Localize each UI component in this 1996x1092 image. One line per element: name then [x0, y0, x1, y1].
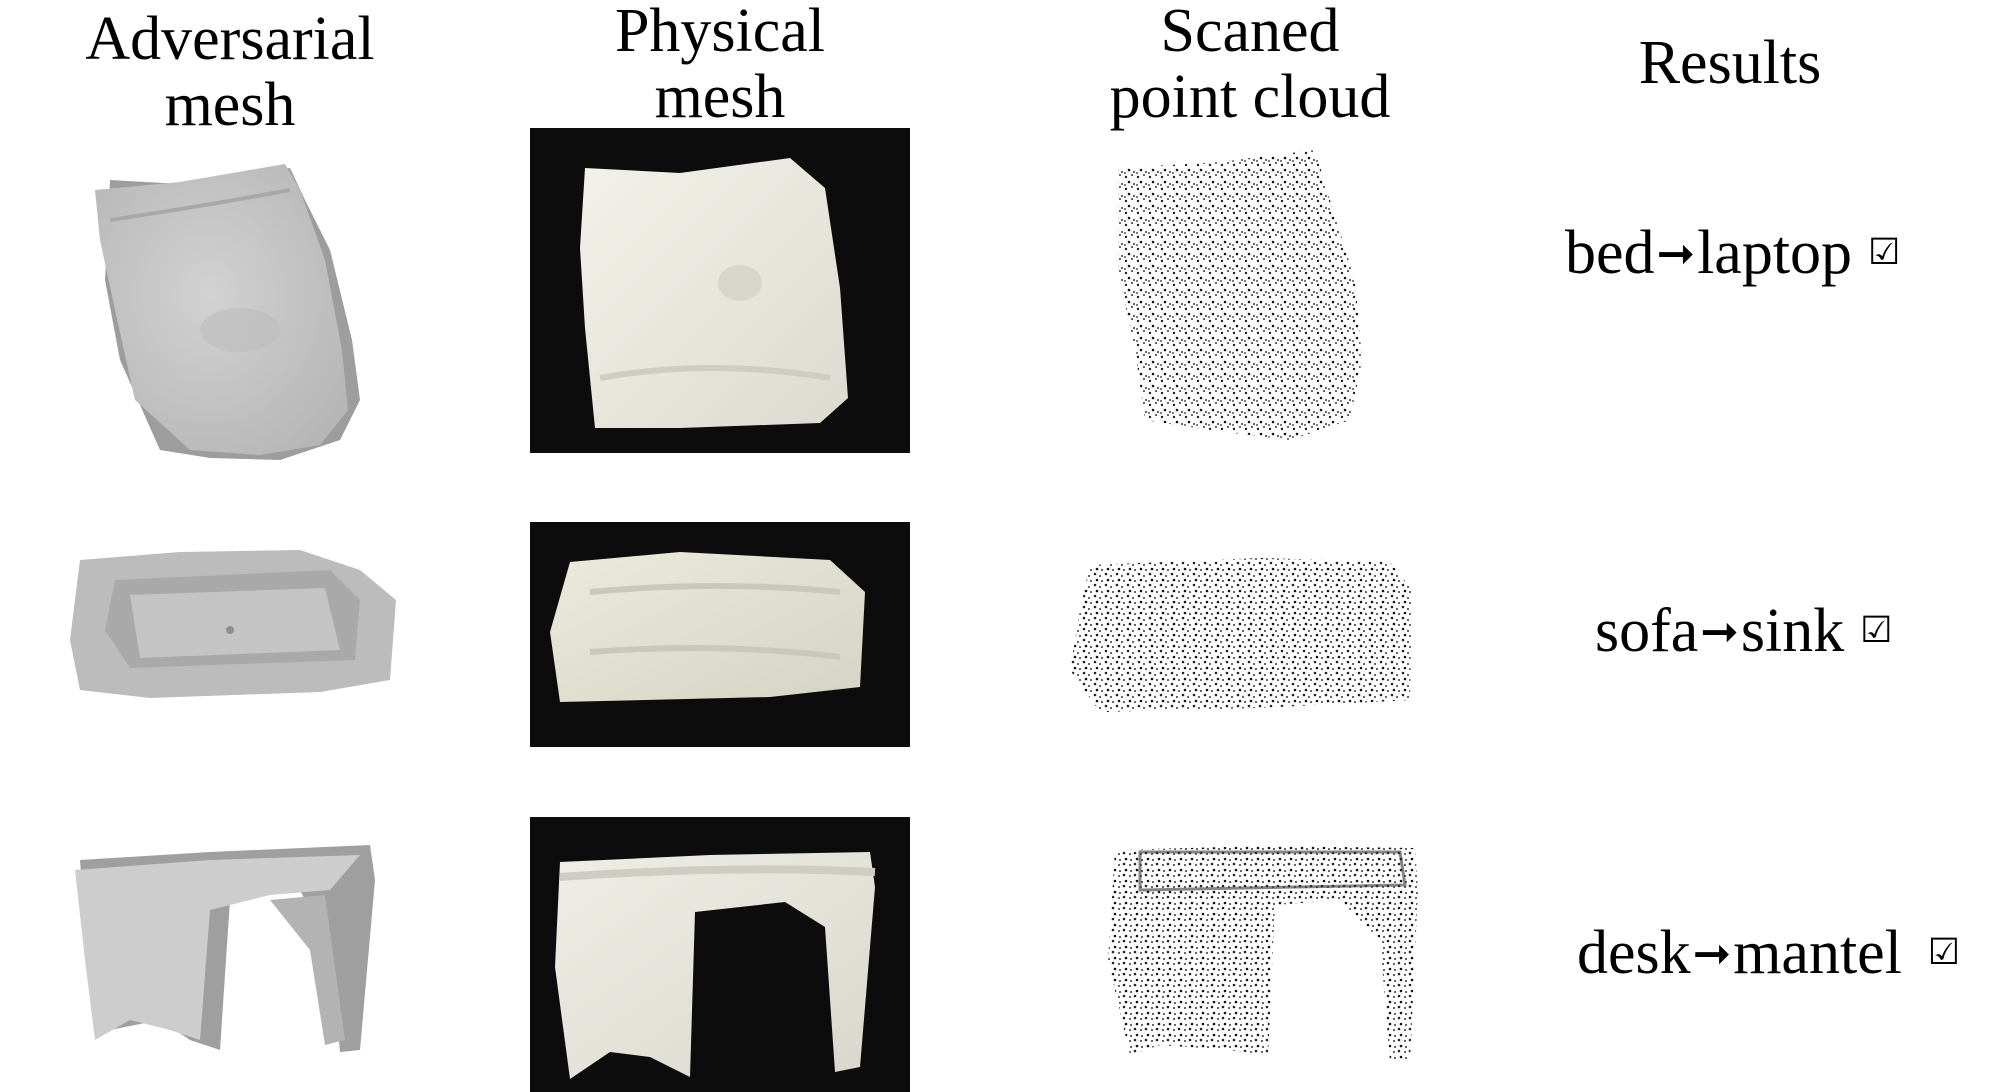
checkbox-checked-icon: ☑: [1927, 932, 1961, 973]
scanned-point-cloud-desk: [1100, 840, 1430, 1065]
header-scanned-line1: Scaned: [1160, 0, 1340, 65]
result-source-label: desk: [1577, 919, 1691, 987]
right-arrow-icon: ➞: [1700, 604, 1739, 658]
checkbox-checked-icon: ☑: [1860, 610, 1893, 651]
header-physical-line2: mesh: [654, 63, 786, 131]
header-adversarial-mesh: Adversarial mesh: [60, 6, 400, 138]
result-row-sofa: sofa ➞ sink ☑: [1595, 596, 1892, 666]
result-source-label: sofa: [1595, 597, 1699, 665]
scanned-point-cloud-bed: [1100, 150, 1420, 450]
scanned-point-cloud-sofa: [1060, 550, 1420, 720]
right-arrow-icon: ➞: [1656, 226, 1696, 280]
physical-mesh-bed-photo: [530, 128, 910, 453]
header-physical-line1: Physical: [614, 0, 826, 65]
result-source-label: bed: [1565, 219, 1655, 287]
result-row-bed: bed ➞ laptop ☑: [1565, 218, 1900, 288]
result-target-label: laptop: [1697, 219, 1853, 287]
header-adversarial-line1: Adversarial: [85, 5, 375, 73]
header-physical-mesh: Physical mesh: [540, 0, 900, 130]
header-adversarial-line2: mesh: [164, 71, 296, 139]
adversarial-mesh-desk: [70, 840, 380, 1060]
header-scanned-line2: point cloud: [1109, 63, 1391, 131]
result-target-label: mantel: [1733, 919, 1902, 987]
checkbox-checked-icon: ☑: [1868, 232, 1901, 273]
physical-mesh-sofa-photo: [530, 522, 910, 747]
result-row-desk: desk ➞ mantel ☑: [1577, 918, 1960, 988]
adversarial-mesh-bed: [90, 160, 380, 465]
physical-mesh-desk-photo: [530, 817, 910, 1092]
adversarial-mesh-sofa: [60, 540, 400, 705]
header-results: Results: [1560, 30, 1900, 96]
header-scanned-point-cloud: Scaned point cloud: [1070, 0, 1430, 130]
result-target-label: sink: [1740, 597, 1845, 665]
right-arrow-icon: ➞: [1692, 926, 1732, 980]
header-results-text: Results: [1638, 29, 1822, 97]
